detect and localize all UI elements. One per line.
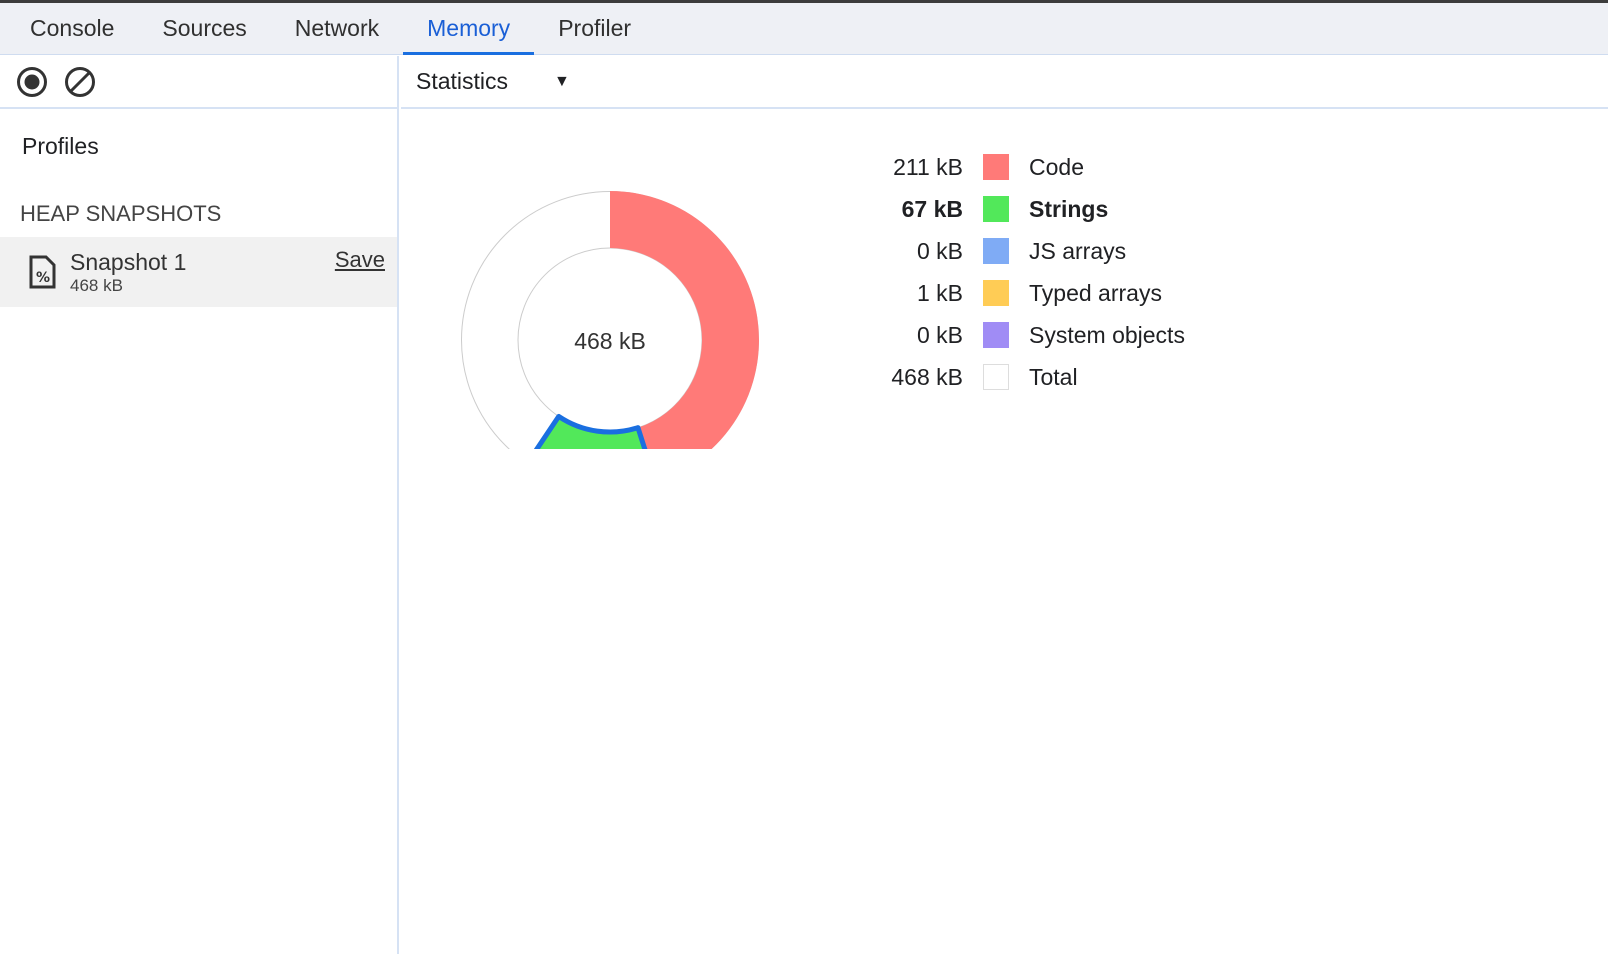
snapshot-size: 468 kB	[70, 275, 123, 295]
record-icon[interactable]	[16, 66, 48, 98]
legend-swatch	[983, 238, 1009, 264]
tab-memory[interactable]: Memory	[403, 3, 535, 55]
snapshot-name: Snapshot 1	[70, 248, 187, 275]
legend-value: 1 kB	[916, 279, 963, 306]
snapshot-item[interactable]: % Snapshot 1 468 kB Save	[0, 237, 397, 307]
legend-swatch	[983, 154, 1009, 180]
legend-swatch	[983, 364, 1009, 390]
legend-label: Strings	[1029, 195, 1109, 222]
legend-value: 0 kB	[916, 237, 963, 264]
tab-profiler[interactable]: Profiler	[558, 15, 632, 41]
view-select-value: Statistics	[416, 68, 509, 94]
legend-value: 211 kB	[893, 153, 963, 180]
legend-label: JS arrays	[1029, 237, 1127, 264]
legend-swatch	[983, 280, 1009, 306]
donut-slice-strings[interactable]	[527, 413, 655, 449]
legend-row: 1 kB Typed arrays	[861, 272, 1185, 314]
legend-label: System objects	[1029, 321, 1185, 348]
legend-label: Code	[1029, 153, 1084, 180]
legend-value: 67 kB	[901, 195, 963, 222]
legend-row: 211 kB Code	[861, 146, 1185, 188]
tab-network[interactable]: Network	[294, 15, 380, 41]
dropdown-arrow-icon: ▼	[554, 72, 570, 90]
view-select[interactable]: Statistics ▼	[401, 56, 1608, 109]
profiles-heading: Profiles	[22, 133, 99, 159]
legend-label: Total	[1029, 363, 1078, 390]
clear-icon[interactable]	[64, 66, 96, 98]
profiles-sidebar: Profiles HEAP SNAPSHOTS % Snapshot 1 468…	[0, 56, 399, 954]
window-top-border	[0, 0, 1608, 3]
tab-console[interactable]: Console	[30, 15, 115, 41]
donut-center-label: 468 kB	[574, 328, 646, 354]
sidebar-toolbar	[0, 56, 397, 109]
legend-swatch	[983, 196, 1009, 222]
tab-sources[interactable]: Sources	[162, 15, 247, 41]
save-link[interactable]: Save	[334, 247, 385, 272]
svg-text:%: %	[36, 270, 50, 286]
donut-slice-code[interactable]	[610, 191, 759, 449]
statistics-legend: 211 kB Code 67 kB Strings 0 kB JS arrays 1 kB T…	[861, 146, 1185, 398]
legend-row: 0 kB System objects	[861, 314, 1185, 356]
devtools-tab-bar: Console Sources Network Memory Profiler	[0, 3, 1608, 55]
heap-donut-chart: 468 kB	[461, 191, 759, 449]
legend-row: 0 kB JS arrays	[861, 230, 1185, 272]
legend-swatch	[983, 322, 1009, 348]
statistics-panel: Statistics ▼ 468 kB 211 kB Code 67 kB Strin…	[401, 56, 1608, 954]
legend-row: 468 kB Total	[861, 356, 1185, 398]
legend-value: 468 kB	[891, 363, 963, 390]
heap-snapshots-heading: HEAP SNAPSHOTS	[20, 201, 222, 226]
legend-label: Typed arrays	[1029, 279, 1162, 306]
legend-row: 67 kB Strings	[861, 188, 1185, 230]
snapshot-file-icon: %	[29, 255, 56, 289]
legend-value: 0 kB	[916, 321, 963, 348]
